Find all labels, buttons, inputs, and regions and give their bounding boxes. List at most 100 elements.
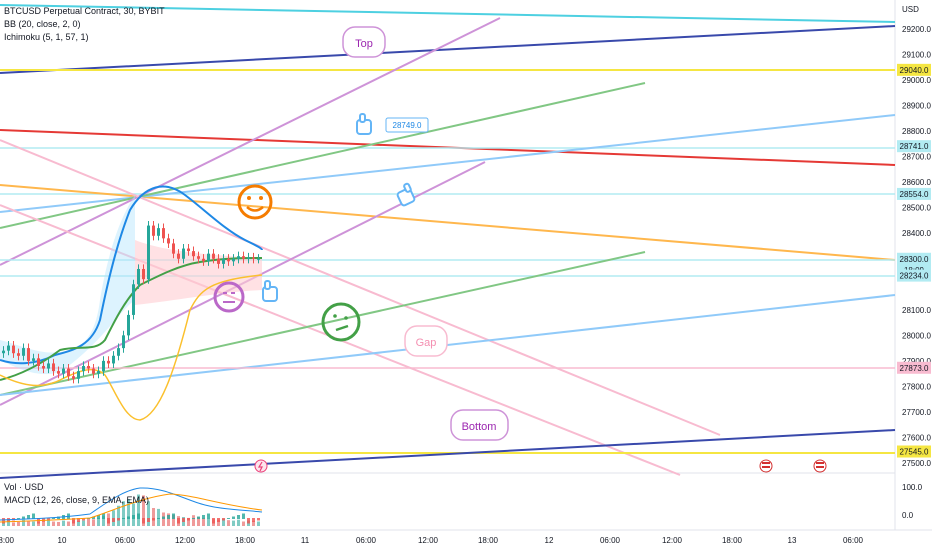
price-tick-label: 28500.0 bbox=[902, 204, 931, 213]
trend-line-navy-top[interactable] bbox=[0, 25, 896, 74]
lightning-event-icon[interactable] bbox=[254, 459, 268, 473]
candle-body[interactable] bbox=[112, 355, 115, 364]
candle-body[interactable] bbox=[147, 225, 150, 280]
callout-gap-label: Gap bbox=[416, 337, 437, 349]
candle-body[interactable] bbox=[97, 371, 100, 374]
volume-bar bbox=[137, 494, 140, 526]
candle-body[interactable] bbox=[217, 258, 220, 264]
callout-bottom[interactable]: Bottom bbox=[450, 409, 509, 441]
candle-body[interactable] bbox=[142, 268, 145, 280]
bb-legend[interactable]: BB (20, close, 2, 0) bbox=[4, 19, 81, 29]
candle-body[interactable] bbox=[117, 348, 120, 356]
macd-histogram-bar bbox=[117, 518, 120, 521]
trend-line-cyan[interactable] bbox=[0, 4, 896, 23]
macd-histogram-bar bbox=[22, 516, 25, 519]
candle-body[interactable] bbox=[137, 268, 140, 285]
candle-body[interactable] bbox=[172, 243, 175, 254]
candle-body[interactable] bbox=[257, 258, 260, 260]
macd-histogram-bar bbox=[52, 518, 55, 519]
candle-body[interactable] bbox=[227, 258, 230, 262]
candle-body[interactable] bbox=[252, 257, 255, 259]
symbol-title[interactable]: BTCUSD Perpetual Contract, 30, BYBIT bbox=[4, 6, 165, 16]
time-ticks: 18:00 10 06:00 12:00 18:00 11 06:00 12:00 18:00 1… bbox=[0, 536, 864, 545]
candle-body[interactable] bbox=[42, 365, 45, 369]
candle-body[interactable] bbox=[77, 371, 80, 379]
callout-gap[interactable]: Gap bbox=[404, 325, 448, 357]
macd-histogram-bar bbox=[2, 518, 5, 524]
candle-body[interactable] bbox=[27, 348, 30, 361]
candle-body[interactable] bbox=[192, 251, 195, 257]
us-flag-event-icon-2[interactable] bbox=[813, 459, 827, 473]
callout-bottom-box[interactable] bbox=[450, 409, 509, 441]
candle-body[interactable] bbox=[2, 350, 5, 354]
price-badge-label: 28234.0 bbox=[900, 272, 929, 281]
candle-body[interactable] bbox=[187, 248, 190, 252]
candle-body[interactable] bbox=[162, 228, 165, 239]
candle-body[interactable] bbox=[237, 256, 240, 259]
candle-body[interactable] bbox=[177, 253, 180, 259]
candle-body[interactable] bbox=[132, 284, 135, 315]
candle-body[interactable] bbox=[47, 363, 50, 369]
bb-upper-line[interactable] bbox=[0, 185, 263, 365]
trend-line-navy-bottom[interactable] bbox=[0, 429, 896, 479]
volume-legend[interactable]: Vol · USD bbox=[4, 482, 44, 492]
candle-body[interactable] bbox=[157, 228, 160, 236]
candle-body[interactable] bbox=[32, 358, 35, 361]
callout-top-box[interactable] bbox=[342, 26, 386, 58]
candle-body[interactable] bbox=[87, 365, 90, 369]
candle-body[interactable] bbox=[7, 345, 10, 351]
candle-body[interactable] bbox=[72, 376, 75, 379]
candle-body[interactable] bbox=[107, 360, 110, 364]
candle-body[interactable] bbox=[222, 258, 225, 264]
trend-line-orange[interactable] bbox=[0, 184, 896, 261]
macd-histogram-bar bbox=[132, 515, 135, 519]
volume-bar bbox=[12, 522, 15, 526]
ichimoku-legend[interactable]: Ichimoku (5, 1, 57, 1) bbox=[4, 32, 89, 42]
candle-body[interactable] bbox=[202, 258, 205, 262]
thumbs-up-icon-2[interactable] bbox=[396, 182, 416, 207]
candles-group[interactable] bbox=[2, 220, 260, 384]
candle-body[interactable] bbox=[92, 368, 95, 374]
candle-body[interactable] bbox=[12, 345, 15, 354]
trend-line-pink-upper[interactable] bbox=[0, 139, 721, 436]
price-label-box[interactable] bbox=[385, 117, 429, 133]
candle-body[interactable] bbox=[17, 353, 20, 356]
candle-body[interactable] bbox=[212, 253, 215, 259]
trend-line-blue-upper[interactable] bbox=[0, 114, 896, 213]
volume-bar bbox=[52, 521, 55, 526]
bb-lower-line[interactable] bbox=[0, 274, 263, 421]
candle-body[interactable] bbox=[232, 258, 235, 262]
candle-body[interactable] bbox=[182, 248, 185, 259]
confused-face-icon[interactable] bbox=[321, 302, 361, 342]
ichimoku-base-line[interactable] bbox=[0, 257, 263, 381]
candle-body[interactable] bbox=[167, 238, 170, 244]
neutral-face-icon[interactable] bbox=[213, 281, 245, 313]
candle-body[interactable] bbox=[82, 365, 85, 372]
price-label-callout[interactable]: 28749.0 bbox=[385, 117, 429, 133]
thumbs-up-icon-1[interactable] bbox=[356, 113, 372, 135]
callout-gap-box[interactable] bbox=[404, 325, 448, 357]
candle-body[interactable] bbox=[152, 225, 155, 236]
candle-body[interactable] bbox=[127, 314, 130, 336]
candle-body[interactable] bbox=[52, 363, 55, 372]
candle-body[interactable] bbox=[62, 368, 65, 374]
candle-body[interactable] bbox=[22, 348, 25, 356]
macd-legend[interactable]: MACD (12, 26, close, 9, EMA, EMA) bbox=[4, 495, 150, 505]
smiley-icon[interactable] bbox=[237, 184, 273, 220]
callout-top[interactable]: Top bbox=[342, 26, 386, 58]
candle-body[interactable] bbox=[197, 256, 200, 259]
candle-body[interactable] bbox=[207, 253, 210, 262]
thumbs-up-icon-3[interactable] bbox=[262, 280, 278, 302]
candle-body[interactable] bbox=[37, 358, 40, 366]
trend-line-green-upper[interactable] bbox=[0, 82, 646, 229]
macd-histogram-bar bbox=[242, 513, 245, 519]
candle-body[interactable] bbox=[67, 368, 70, 377]
candle-body[interactable] bbox=[122, 335, 125, 349]
candle-body[interactable] bbox=[102, 360, 105, 372]
candle-body[interactable] bbox=[242, 256, 245, 259]
us-flag-event-icon-1[interactable] bbox=[759, 459, 773, 473]
trend-line-purple-upper[interactable] bbox=[0, 17, 501, 266]
candle-body[interactable] bbox=[57, 371, 60, 374]
candle-body[interactable] bbox=[247, 257, 250, 259]
